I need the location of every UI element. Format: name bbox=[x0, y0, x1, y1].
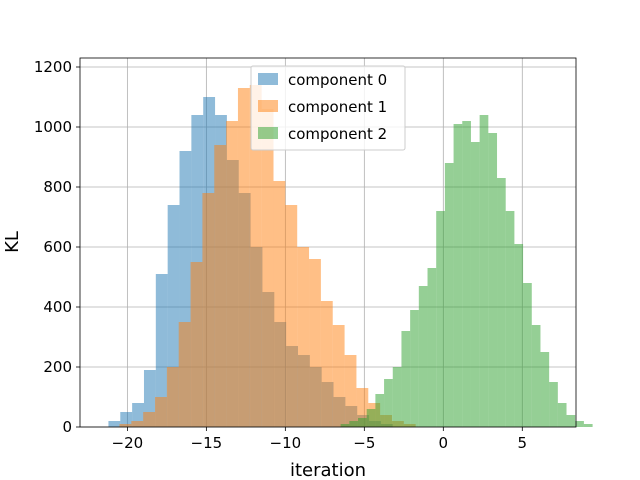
x-tick-label: 5 bbox=[518, 434, 528, 452]
histogram-bar bbox=[237, 88, 250, 427]
histogram-bar bbox=[119, 424, 132, 427]
histogram-bar bbox=[155, 397, 167, 427]
histogram-bar bbox=[297, 247, 310, 427]
histogram-bar bbox=[401, 331, 411, 427]
histogram-bar bbox=[470, 142, 480, 427]
histogram-bar bbox=[178, 322, 191, 427]
histogram-bar bbox=[190, 262, 203, 427]
histogram-bar bbox=[583, 424, 593, 427]
histogram-bars bbox=[108, 85, 593, 427]
x-tick-label: −20 bbox=[112, 434, 144, 452]
x-tick-label: −5 bbox=[353, 434, 375, 452]
x-axis-ticks: −20 −15 −10 −5 0 5 bbox=[112, 427, 528, 452]
x-axis-title: iteration bbox=[290, 460, 366, 480]
y-axis-title: KL bbox=[2, 231, 23, 253]
histogram-bar bbox=[214, 145, 227, 427]
histogram-bar bbox=[108, 421, 121, 427]
histogram-bar bbox=[132, 403, 144, 427]
histogram-bar bbox=[155, 274, 168, 427]
histogram-bar bbox=[202, 193, 215, 427]
histogram-bar bbox=[523, 283, 532, 427]
histogram-bar bbox=[392, 367, 402, 427]
histogram-bar bbox=[540, 352, 550, 427]
y-tick-label: 800 bbox=[43, 178, 72, 196]
histogram-bar bbox=[332, 325, 345, 427]
histogram-bar bbox=[309, 259, 321, 427]
histogram-bar bbox=[566, 415, 576, 427]
histogram-bar bbox=[285, 205, 298, 427]
histogram-bar bbox=[436, 211, 445, 427]
histogram-bar bbox=[226, 121, 238, 427]
histogram-bar bbox=[427, 268, 437, 427]
histogram-bar bbox=[444, 163, 454, 427]
histogram-bar bbox=[358, 418, 367, 427]
histogram-bar bbox=[462, 121, 471, 427]
histogram-bar bbox=[120, 412, 133, 427]
histogram-bar bbox=[273, 181, 286, 427]
histogram-bar bbox=[453, 124, 463, 427]
y-tick-label: 400 bbox=[43, 298, 72, 316]
legend-swatch-component-0 bbox=[258, 73, 278, 85]
histogram-bar bbox=[166, 367, 179, 427]
series-1-bars bbox=[119, 85, 416, 427]
histogram-bar bbox=[497, 178, 506, 427]
y-tick-label: 600 bbox=[43, 238, 72, 256]
legend-label-component-0: component 0 bbox=[288, 71, 387, 89]
x-tick-label: −15 bbox=[191, 434, 223, 452]
histogram-bar bbox=[143, 370, 156, 427]
y-tick-label: 200 bbox=[43, 358, 72, 376]
histogram-bar bbox=[488, 133, 498, 427]
histogram-bar bbox=[418, 286, 428, 427]
y-tick-label: 1200 bbox=[34, 58, 72, 76]
histogram-bar bbox=[344, 355, 357, 427]
histogram-bar bbox=[167, 205, 180, 427]
histogram-bar bbox=[410, 310, 419, 427]
histogram-bar bbox=[320, 301, 333, 427]
histogram-bar bbox=[261, 109, 274, 427]
plot-frame bbox=[79, 57, 577, 428]
legend-swatch-component-2 bbox=[258, 127, 278, 139]
legend-label-component-1: component 1 bbox=[288, 98, 387, 116]
x-tick-label: −10 bbox=[270, 434, 302, 452]
histogram-bar bbox=[179, 151, 192, 427]
legend: component 0 component 1 component 2 bbox=[250, 65, 406, 151]
histogram-bar bbox=[479, 115, 489, 427]
series-2-bars bbox=[340, 115, 593, 427]
y-tick-label: 0 bbox=[62, 418, 72, 436]
histogram-bar bbox=[349, 421, 359, 427]
x-tick-label: 0 bbox=[439, 434, 449, 452]
histogram-bar bbox=[557, 403, 567, 427]
histogram-bar bbox=[143, 412, 156, 427]
histogram-bar bbox=[375, 394, 385, 427]
histogram-bar bbox=[531, 325, 541, 427]
histogram-bar bbox=[249, 85, 262, 427]
histogram-bar bbox=[575, 421, 584, 427]
histogram-bar bbox=[514, 244, 524, 427]
histogram-bar bbox=[366, 409, 376, 427]
legend-label-component-2: component 2 bbox=[288, 125, 387, 143]
legend-box bbox=[250, 65, 406, 151]
legend-swatch-component-1 bbox=[258, 100, 278, 112]
histogram-bar bbox=[356, 388, 369, 427]
histogram-bar bbox=[549, 382, 558, 427]
y-tick-label: 1000 bbox=[34, 118, 72, 136]
histogram-bar bbox=[131, 421, 144, 427]
histogram-bar bbox=[340, 424, 350, 427]
histogram-bar bbox=[384, 379, 393, 427]
histogram-bar bbox=[505, 211, 515, 427]
y-axis-ticks: 0 200 400 600 800 1000 1200 bbox=[34, 58, 80, 436]
